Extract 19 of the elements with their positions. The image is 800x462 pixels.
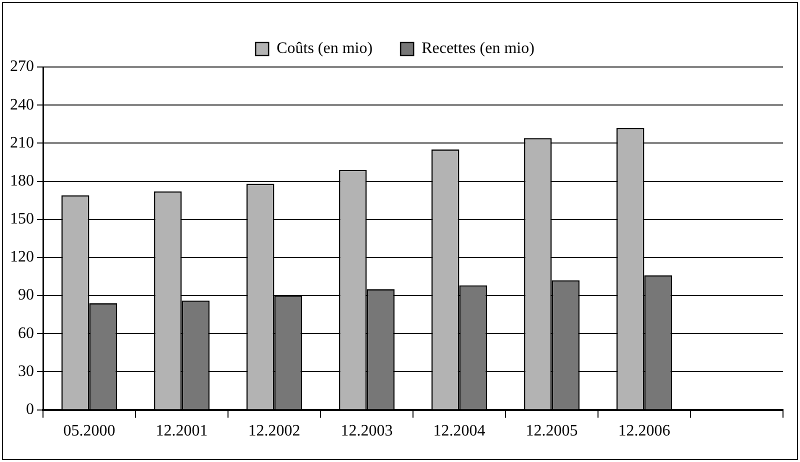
x-tick-label: 12.2001 [156, 422, 208, 440]
y-tick-label: 30 [18, 362, 34, 380]
y-tick-label: 270 [10, 58, 34, 76]
y-tick-label: 120 [10, 248, 34, 266]
y-tick-label: 180 [10, 172, 34, 190]
x-tick-label: 12.2002 [248, 422, 300, 440]
legend-label: Coûts (en mio) [276, 40, 373, 58]
x-tick-label: 12.2004 [433, 422, 486, 440]
legend-label: Recettes (en mio) [422, 40, 534, 58]
y-tick-label: 60 [18, 324, 34, 342]
y-tick-label: 240 [10, 96, 34, 114]
x-tick-label: 12.2006 [618, 422, 670, 440]
x-tick-label: 12.2005 [526, 422, 578, 440]
y-tick-label: 90 [18, 286, 34, 304]
y-tick-label: 150 [10, 210, 34, 228]
x-tick-label: 12.2003 [340, 422, 393, 440]
x-tick-label: 05.2000 [63, 422, 116, 440]
y-tick-label: 0 [26, 401, 34, 418]
y-tick-label: 210 [10, 134, 34, 152]
